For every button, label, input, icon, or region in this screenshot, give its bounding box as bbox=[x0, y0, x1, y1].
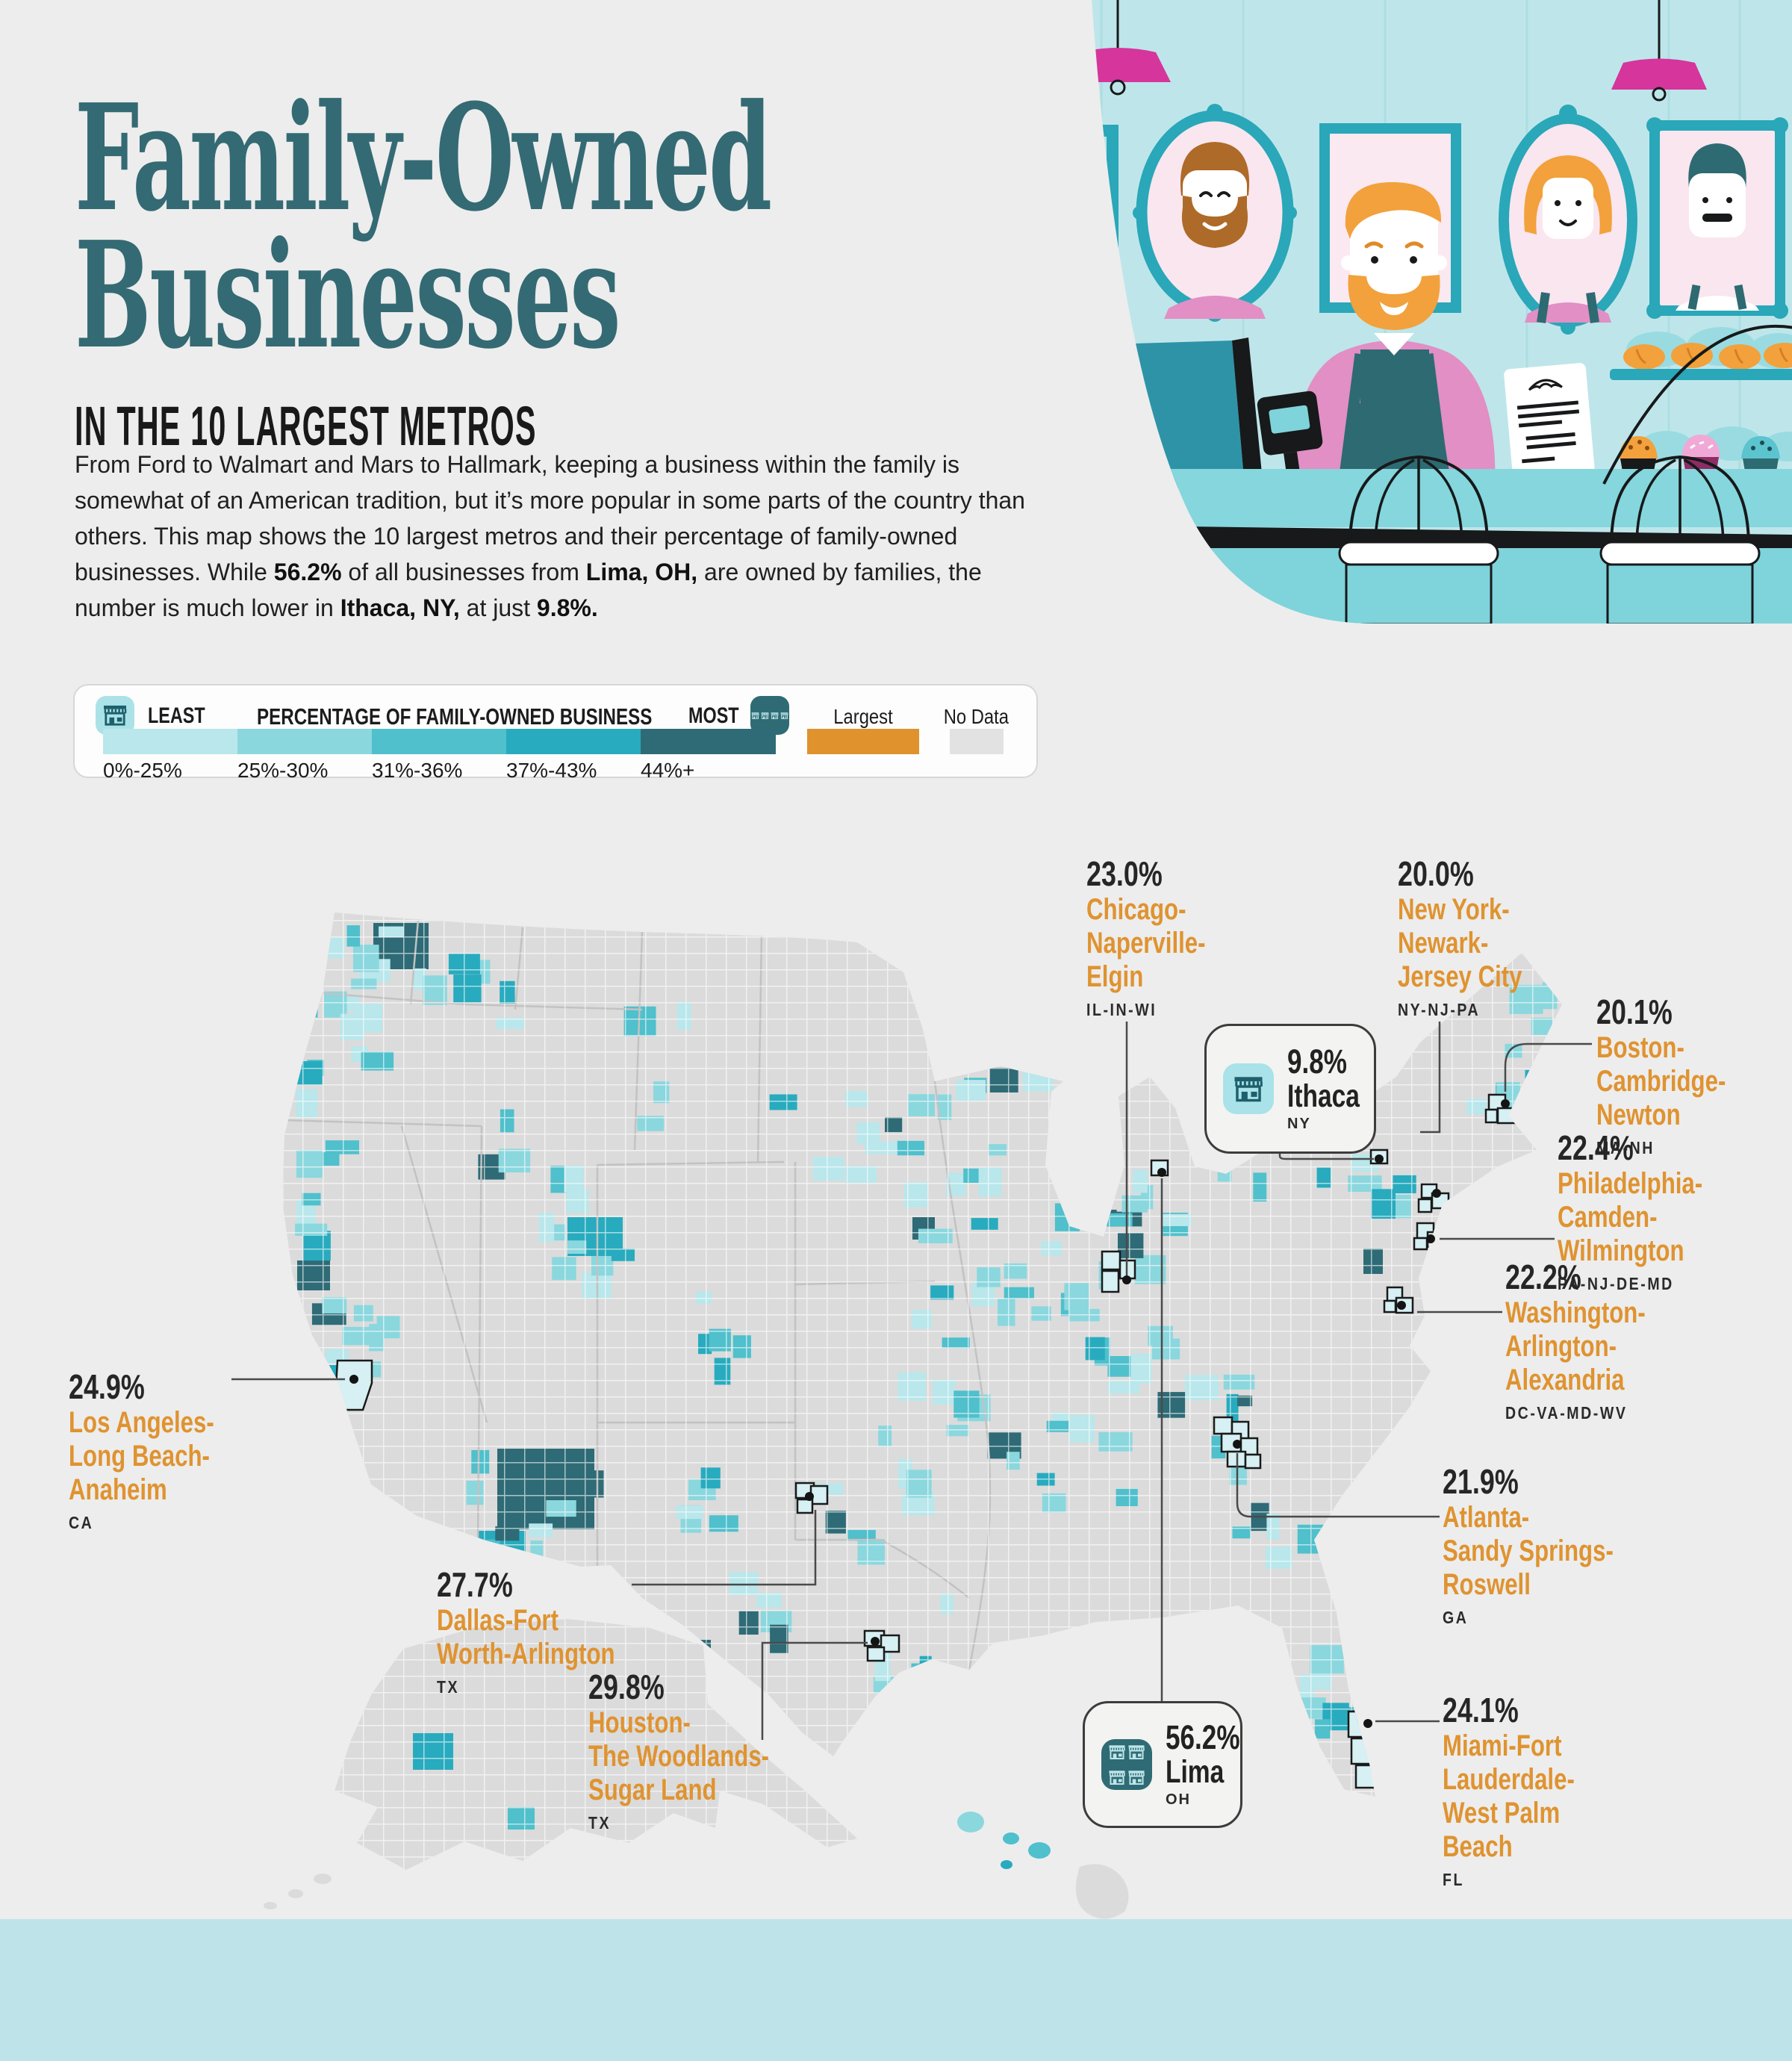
legend-range-label: 37%-43% bbox=[506, 759, 597, 782]
portrait-bearded-man bbox=[1133, 104, 1297, 322]
pendant-lamp-icon bbox=[1092, 0, 1171, 96]
metro-callout-boston: 20.1% Boston- Cambridge- Newton MA-NH bbox=[1596, 994, 1762, 1158]
legend-no-data-label: No Data bbox=[943, 705, 1009, 728]
chair bbox=[1599, 455, 1761, 624]
metro-states: CA bbox=[69, 1513, 94, 1532]
legend-no-data-swatch bbox=[950, 729, 1004, 754]
page-subtitle: IN THE 10 LARGEST METROS bbox=[75, 395, 537, 457]
metro-callout-los-angeles: 24.9% Los Angeles- Long Beach- Anaheim C… bbox=[69, 1369, 255, 1533]
legend-range-label: 0%-25% bbox=[103, 759, 182, 782]
legend-range-label: 25%-30% bbox=[237, 759, 329, 782]
metro-name: Los Angeles- Long Beach- Anaheim bbox=[69, 1406, 214, 1506]
metro-value: 29.8% bbox=[588, 1667, 665, 1706]
bakery-illustration bbox=[1092, 0, 1792, 624]
hawaii-islands bbox=[957, 1812, 1129, 1919]
metro-states: TX bbox=[437, 1677, 460, 1697]
metro-states: DC-VA-MD-WV bbox=[1505, 1403, 1628, 1423]
legend-bin-swatch bbox=[372, 729, 506, 754]
metro-callout-washington: 22.2% Washington- Arlington- Alexandria … bbox=[1505, 1259, 1685, 1423]
lowest-state: NY bbox=[1287, 1116, 1311, 1132]
metro-value: 20.1% bbox=[1596, 992, 1673, 1031]
metro-value: 24.9% bbox=[69, 1367, 145, 1406]
legend-bin-swatch bbox=[506, 729, 641, 754]
metro-callout-dallas: 27.7% Dallas-Fort Worth-Arlington TX bbox=[437, 1567, 665, 1697]
legend-largest-metros-swatch bbox=[807, 729, 919, 754]
highest-name: Lima bbox=[1166, 1754, 1225, 1790]
highest-metro-box-lima: 56.2% Lima OH bbox=[1083, 1701, 1242, 1828]
metro-name: Philadelphia- Camden- Wilmington bbox=[1558, 1167, 1703, 1267]
metro-value: 22.4% bbox=[1558, 1128, 1634, 1167]
metro-callout-new-york: 20.0% New York- Newark- Jersey City NY-N… bbox=[1398, 856, 1557, 1020]
metro-value: 23.0% bbox=[1086, 854, 1163, 893]
metro-states: IL-IN-WI bbox=[1086, 1000, 1157, 1019]
single-shop-icon bbox=[1223, 1063, 1274, 1114]
metro-states: GA bbox=[1443, 1608, 1469, 1627]
metro-value: 24.1% bbox=[1443, 1691, 1519, 1729]
metro-name: Dallas-Fort Worth-Arlington bbox=[437, 1604, 615, 1670]
lowest-value: 9.8% bbox=[1287, 1042, 1348, 1081]
metro-name: Miami-Fort Lauderdale- West Palm Beach bbox=[1443, 1729, 1575, 1863]
pendant-lamp-icon bbox=[1611, 0, 1707, 102]
legend-bin-swatch bbox=[103, 729, 237, 754]
highest-state: OH bbox=[1166, 1791, 1191, 1808]
legend-bin-swatch bbox=[237, 729, 372, 754]
metro-name: Houston- The Woodlands- Sugar Land bbox=[588, 1706, 770, 1806]
legend-least-label: LEAST bbox=[148, 703, 205, 728]
legend-range-label: 31%-36% bbox=[372, 759, 463, 782]
most-shops-icon bbox=[750, 696, 789, 735]
glass-dome bbox=[1602, 324, 1792, 485]
croissants bbox=[1623, 343, 1792, 370]
metro-value: 27.7% bbox=[437, 1565, 513, 1604]
metro-value: 22.2% bbox=[1505, 1258, 1581, 1296]
portrait-mustache-man bbox=[1646, 117, 1788, 319]
page-title: Family-Owned Businesses bbox=[75, 85, 1197, 369]
metro-callout-houston: 29.8% Houston- The Woodlands- Sugar Land… bbox=[588, 1669, 820, 1833]
metro-name: Washington- Arlington- Alexandria bbox=[1505, 1296, 1646, 1396]
footer: Methodology: Data on family-owned and sp… bbox=[0, 1919, 1792, 2061]
metro-value: 21.9% bbox=[1443, 1462, 1519, 1501]
metro-states: MA-NH bbox=[1596, 1138, 1655, 1157]
metro-states: FL bbox=[1443, 1870, 1464, 1889]
four-shops-icon bbox=[1101, 1739, 1152, 1790]
lowest-name: Ithaca bbox=[1287, 1078, 1360, 1114]
metro-states: PA-NJ-DE-MD bbox=[1558, 1274, 1674, 1293]
lowest-metro-box-ithaca: 9.8% Ithaca NY bbox=[1204, 1024, 1376, 1154]
legend-title: PERCENTAGE OF FAMILY-OWNED BUSINESS bbox=[257, 703, 653, 730]
metro-name: Chicago- Naperville- Elgin bbox=[1086, 893, 1206, 993]
metro-callout-miami: 24.1% Miami-Fort Lauderdale- West Palm B… bbox=[1443, 1692, 1612, 1890]
portrait-woman bbox=[1499, 105, 1637, 335]
intro-paragraph: From Ford to Walmart and Mars to Hallmar… bbox=[75, 451, 1025, 621]
metro-callout-philadelphia: 22.4% Philadelphia- Camden- Wilmington P… bbox=[1558, 1130, 1743, 1294]
metro-callout-atlanta: 21.9% Atlanta- Sandy Springs- Roswell GA bbox=[1443, 1464, 1661, 1628]
metro-states: TX bbox=[588, 1813, 612, 1832]
metro-name: Atlanta- Sandy Springs- Roswell bbox=[1443, 1501, 1614, 1601]
metro-callout-chicago: 23.0% Chicago- Naperville- Elgin IL-IN-W… bbox=[1086, 856, 1239, 1020]
highest-value: 56.2% bbox=[1166, 1718, 1240, 1756]
least-shop-icon bbox=[96, 696, 134, 735]
title-line-1: Family-Owned bbox=[75, 72, 772, 244]
aleutian-islands bbox=[264, 1874, 332, 1909]
legend-bin-swatch bbox=[641, 729, 776, 754]
title-line-2: Businesses bbox=[75, 210, 621, 382]
chair bbox=[1338, 455, 1499, 624]
metro-states: NY-NJ-PA bbox=[1398, 1000, 1481, 1019]
menu-card bbox=[1504, 363, 1595, 482]
callout-connectors bbox=[231, 1022, 1592, 1740]
metro-dots bbox=[349, 1099, 1510, 1728]
metro-name: Boston- Cambridge- Newton bbox=[1596, 1031, 1726, 1131]
metro-name: New York- Newark- Jersey City bbox=[1398, 893, 1522, 993]
legend-range-label: 44%+ bbox=[641, 759, 695, 782]
map-legend: LEAST PERCENTAGE OF FAMILY-OWNED BUSINES… bbox=[73, 684, 1038, 782]
metro-value: 20.0% bbox=[1398, 854, 1474, 893]
legend-most-label: MOST bbox=[688, 703, 739, 728]
